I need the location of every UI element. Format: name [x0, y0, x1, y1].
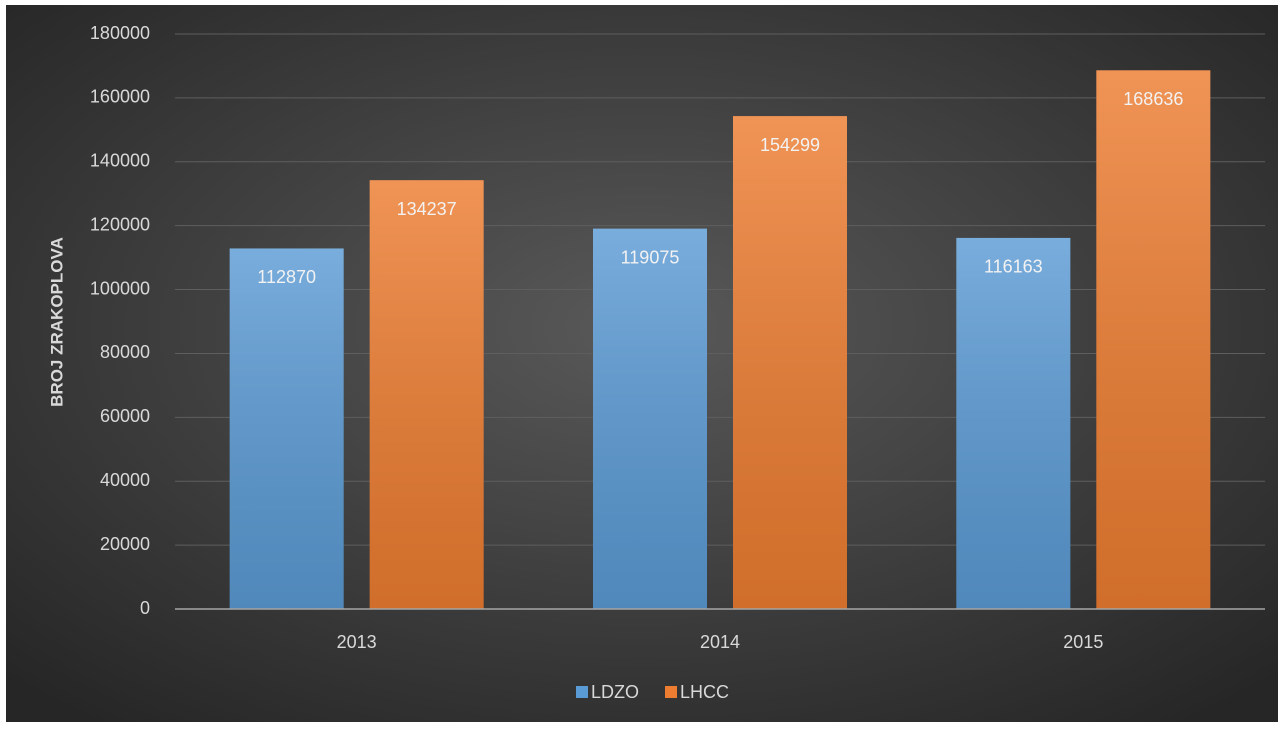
data-label: 134237 — [397, 199, 457, 219]
data-label: 116163 — [984, 257, 1043, 277]
x-tick-label: 2014 — [700, 632, 740, 652]
bar-sheen — [733, 116, 847, 610]
y-tick-label: 40000 — [100, 470, 150, 490]
y-tick-label: 120000 — [90, 214, 150, 234]
y-tick-label: 80000 — [100, 342, 150, 362]
y-tick-label: 140000 — [90, 151, 150, 171]
data-label: 119075 — [621, 247, 680, 267]
legend-swatch — [665, 686, 677, 698]
legend-label: LHCC — [680, 682, 729, 702]
y-tick-label: 60000 — [100, 406, 150, 426]
legend-label: LDZO — [591, 682, 639, 702]
bar-sheen — [1096, 70, 1211, 610]
bar-sheen — [593, 228, 707, 609]
data-label: 154299 — [760, 135, 820, 155]
y-tick-label: 180000 — [90, 23, 150, 43]
x-tick-label: 2015 — [1063, 632, 1103, 652]
y-tick-label: 160000 — [90, 87, 150, 107]
y-axis-label: BROJ ZRAKOPLOVA — [47, 237, 66, 407]
x-tick-label: 2013 — [337, 632, 377, 652]
data-label: 112870 — [257, 267, 316, 287]
bar-sheen — [229, 248, 344, 609]
legend-swatch — [576, 686, 588, 698]
y-tick-label: 0 — [140, 598, 150, 618]
bar-sheen — [956, 237, 1071, 609]
data-label: 168636 — [1123, 89, 1183, 109]
bar-sheen — [369, 180, 484, 609]
y-tick-label: 20000 — [100, 534, 150, 554]
y-tick-label: 100000 — [90, 278, 150, 298]
